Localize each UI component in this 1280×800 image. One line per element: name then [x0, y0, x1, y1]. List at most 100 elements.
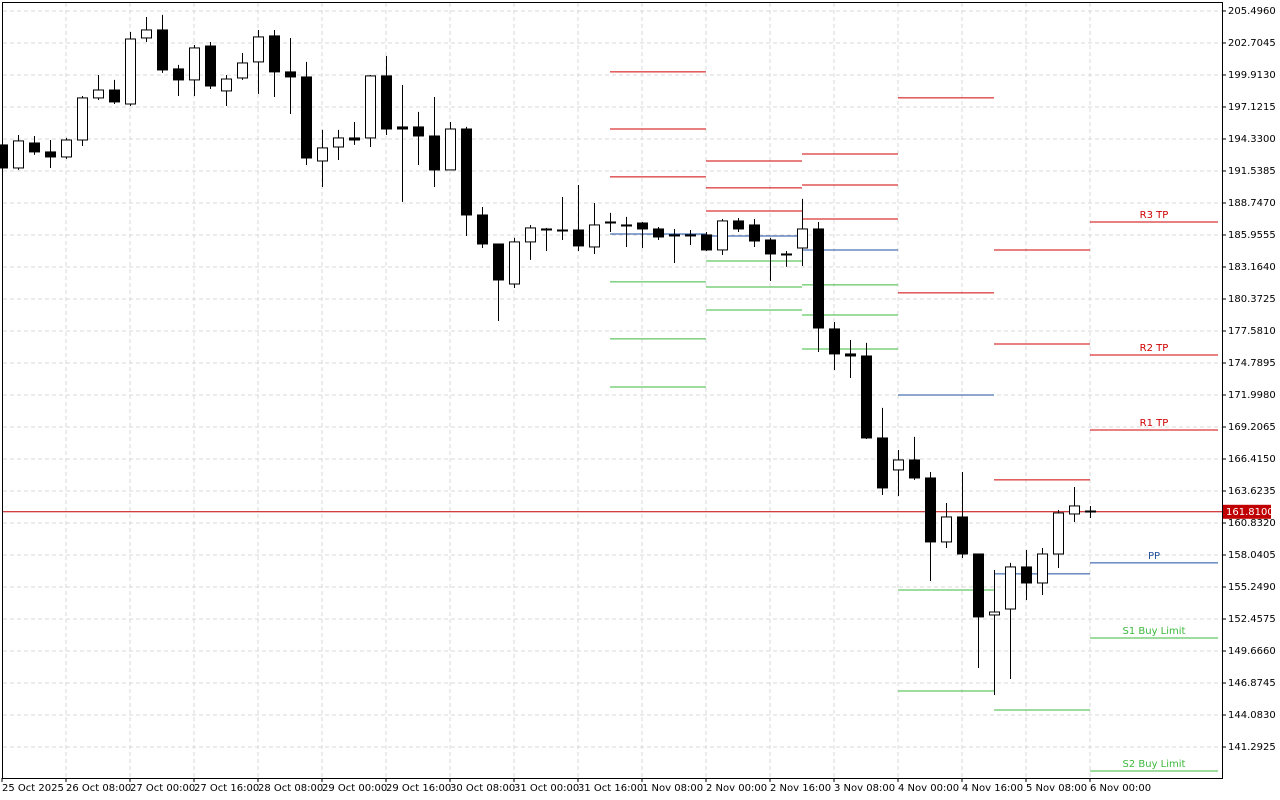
x-tick-label: 4 Nov 00:00 [898, 783, 959, 794]
candle-body [1085, 510, 1096, 513]
plot-frame [2, 2, 1223, 779]
level-label: R1 TP [1140, 418, 1169, 429]
candle-body [765, 239, 776, 255]
candle-body [397, 126, 408, 130]
y-tick-label: 199.9130 [1228, 70, 1276, 81]
candle-body [861, 355, 872, 439]
y-tick-label: 177.5810 [1228, 326, 1276, 337]
x-tick-label: 28 Oct 08:00 [258, 783, 323, 794]
y-tick-label: 183.1640 [1228, 262, 1276, 273]
candle-body [957, 516, 968, 555]
y-tick-label: 185.9555 [1228, 230, 1276, 241]
x-tick-label: 27 Oct 00:00 [130, 783, 195, 794]
candle-body [157, 29, 168, 71]
x-tick-label: 26 Oct 08:00 [66, 783, 131, 794]
candle-body [781, 253, 792, 256]
candle-body [205, 45, 216, 87]
candle-body [1005, 566, 1016, 610]
candle-body [1053, 512, 1064, 555]
candle-body [77, 97, 88, 141]
y-tick-label: 158.0405 [1228, 550, 1276, 561]
candle-body [253, 36, 264, 63]
last-price-tag [1223, 504, 1271, 519]
candle-body [845, 353, 856, 357]
last-price-label: 161.8100 [1226, 507, 1274, 518]
candle-body [701, 234, 712, 251]
y-tick-label: 144.0830 [1228, 710, 1276, 721]
candle-body [733, 220, 744, 230]
candle-body [45, 151, 56, 158]
candle-body [141, 29, 152, 39]
x-tick-label: 31 Oct 00:00 [514, 783, 579, 794]
candle-body [269, 35, 280, 73]
y-tick-label: 146.8745 [1228, 678, 1276, 689]
y-tick-label: 152.4575 [1228, 614, 1276, 625]
candle-body [317, 147, 328, 162]
candle-body [877, 437, 888, 489]
candle-body [13, 140, 24, 169]
candle-body [989, 611, 1000, 616]
candle-body [221, 78, 232, 92]
x-tick-label: 31 Oct 16:00 [578, 783, 643, 794]
candle-body [365, 75, 376, 139]
candle-body [797, 228, 808, 249]
candle-body [189, 47, 200, 81]
y-tick-label: 197.1215 [1228, 102, 1276, 113]
level-label: R2 TP [1140, 343, 1169, 354]
x-tick-label: 2 Nov 16:00 [770, 783, 831, 794]
candle-body [893, 459, 904, 471]
candle-body [669, 234, 680, 237]
candle-body [509, 241, 520, 285]
candle-body [349, 137, 360, 141]
x-tick-label: 6 Nov 00:00 [1090, 783, 1151, 794]
candle-body [637, 222, 648, 230]
candle-body [381, 75, 392, 130]
y-tick-label: 180.3725 [1228, 294, 1276, 305]
candle-body [301, 76, 312, 159]
x-tick-label: 2 Nov 00:00 [706, 783, 767, 794]
candle-body [685, 234, 696, 237]
candle-body [941, 516, 952, 543]
candle-body [653, 228, 664, 238]
y-tick-label: 205.4960 [1228, 6, 1276, 17]
x-tick-label: 30 Oct 08:00 [450, 783, 515, 794]
y-tick-label: 169.2065 [1228, 422, 1276, 433]
y-tick-label: 202.7045 [1228, 38, 1276, 49]
x-tick-label: 3 Nov 08:00 [834, 783, 895, 794]
candle-body [813, 228, 824, 329]
candle-body [173, 68, 184, 81]
y-tick-label: 188.7470 [1228, 198, 1276, 209]
candle-body [413, 126, 424, 137]
y-tick-label: 194.3300 [1228, 134, 1276, 145]
candle-body [1037, 553, 1048, 584]
x-tick-label: 29 Oct 00:00 [322, 783, 387, 794]
candle-body [93, 89, 104, 99]
candle-body [0, 144, 8, 169]
candle-body [717, 220, 728, 251]
candle-body [973, 553, 984, 618]
candle-body [461, 128, 472, 216]
candle-body [1069, 505, 1080, 515]
axes: 205.4960 202.7045 199.9130 197.1215 194.3300… [1, 6, 1276, 794]
candle-body [1021, 566, 1032, 584]
level-label: PP [1148, 551, 1160, 562]
x-tick-label: 1 Nov 08:00 [642, 783, 703, 794]
candle-body [109, 89, 120, 103]
y-tick-label: 149.6660 [1228, 646, 1276, 657]
candle-body [925, 477, 936, 543]
candle-body [605, 221, 616, 224]
candle-body [445, 128, 456, 171]
candle-body [493, 243, 504, 281]
x-tick-label: 25 Oct 2025 [2, 783, 64, 794]
x-tick-label: 27 Oct 16:00 [194, 783, 259, 794]
candle-body [541, 228, 552, 231]
level-label: S1 Buy Limit [1123, 626, 1186, 637]
candles [0, 14, 1096, 695]
level-label: R3 TP [1140, 210, 1169, 221]
y-tick-label: 171.9980 [1228, 390, 1276, 401]
candle-body [333, 137, 344, 148]
candle-body [557, 229, 568, 232]
y-tick-label: 163.6235 [1228, 486, 1276, 497]
